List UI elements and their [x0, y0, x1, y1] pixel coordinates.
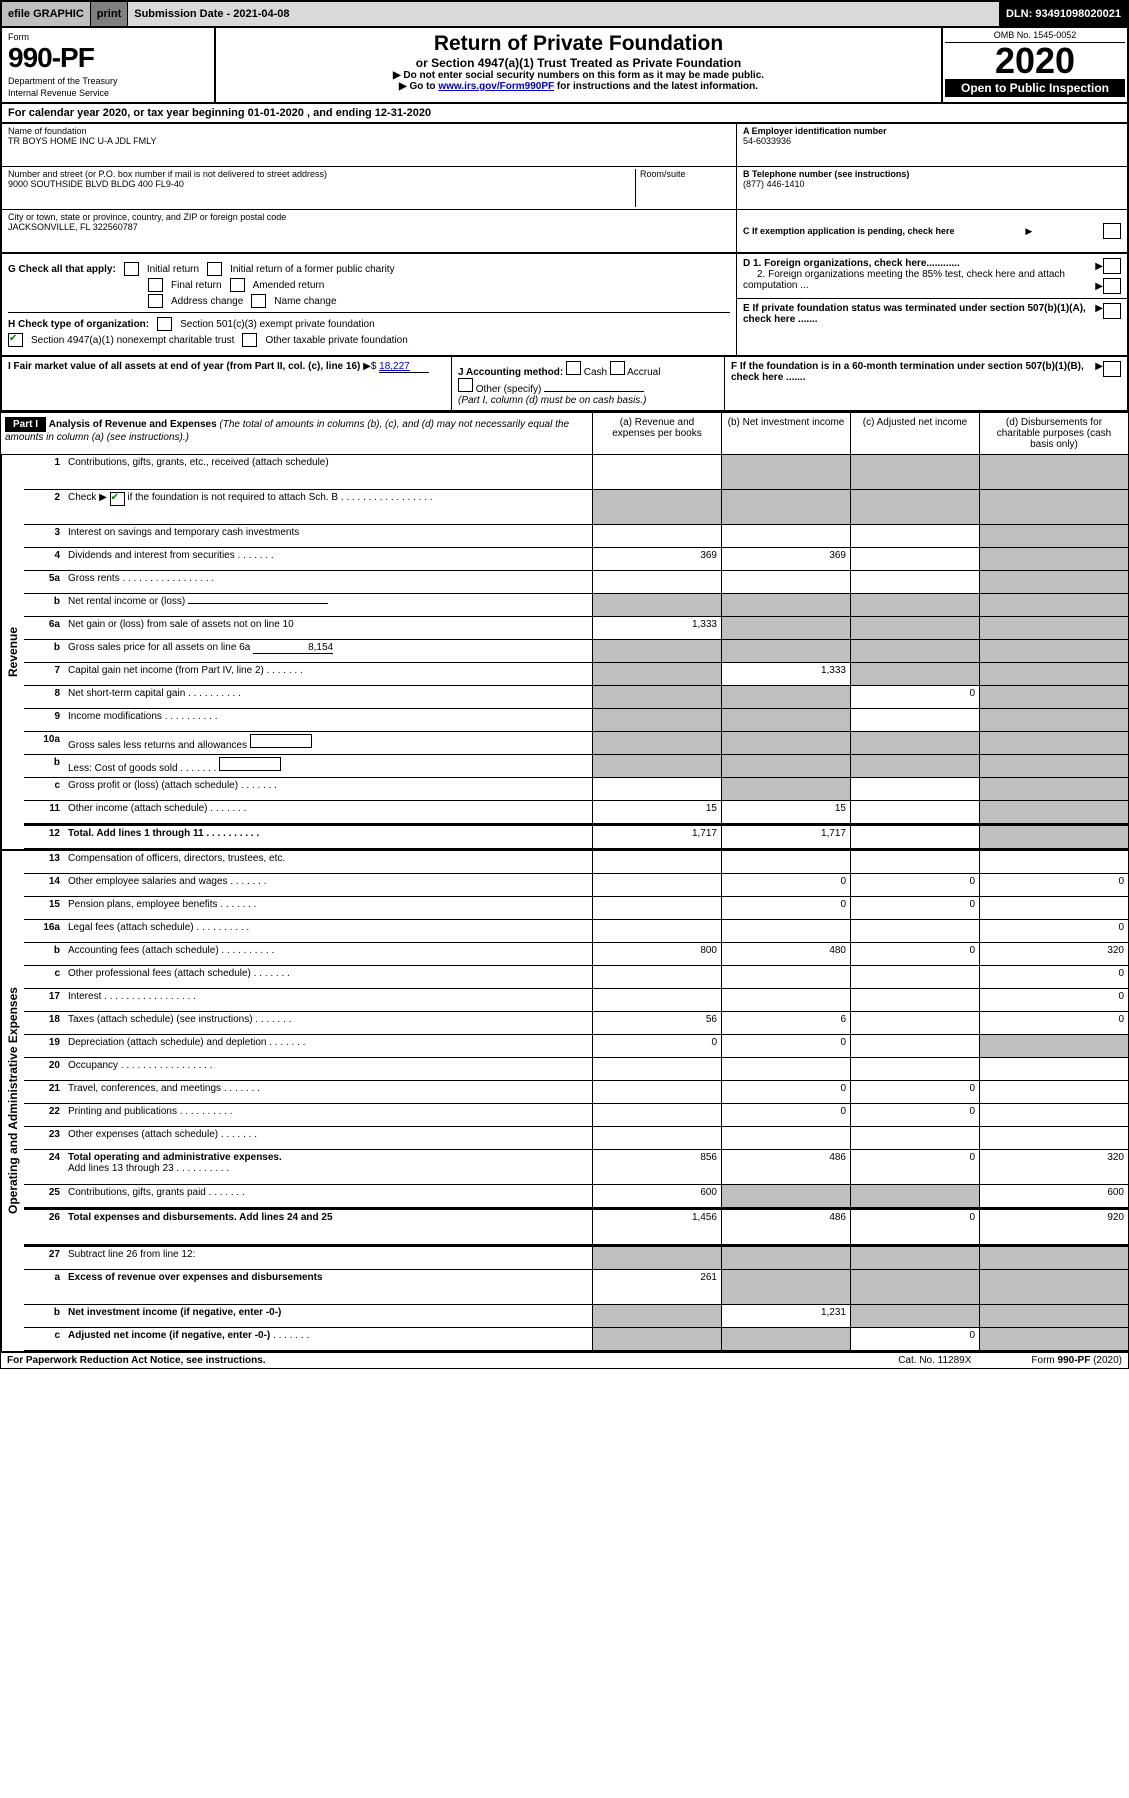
dept-treasury: Department of the Treasury: [8, 76, 208, 86]
form-word: Form: [8, 32, 208, 42]
addr-label: Number and street (or P.O. box number if…: [8, 169, 631, 179]
expenses-section: Operating and Administrative Expenses 13…: [0, 849, 1129, 1351]
initial-return-checkbox[interactable]: [124, 262, 139, 276]
header-left: Form 990-PF Department of the Treasury I…: [2, 28, 216, 102]
part1-badge: Part I: [5, 417, 46, 432]
addr-change-checkbox[interactable]: [148, 294, 163, 308]
form-title: Return of Private Foundation: [220, 32, 937, 56]
expenses-label: Operating and Administrative Expenses: [1, 851, 24, 1351]
cash-checkbox[interactable]: [566, 361, 581, 375]
ijf-row: I Fair market value of all assets at end…: [0, 357, 1129, 412]
cat-no: Cat. No. 11289X: [898, 1355, 971, 1366]
g-label: G Check all that apply:: [8, 264, 116, 275]
pra-notice: For Paperwork Reduction Act Notice, see …: [7, 1355, 266, 1366]
other-method-checkbox[interactable]: [458, 378, 473, 392]
instr-1: ▶ Do not enter social security numbers o…: [220, 70, 937, 81]
form-header: Form 990-PF Department of the Treasury I…: [0, 28, 1129, 104]
header-middle: Return of Private Foundation or Section …: [216, 28, 941, 102]
form-number: 990-PF: [8, 42, 208, 74]
d1-box[interactable]: [1103, 258, 1121, 274]
col-d-header: (d) Disbursements for charitable purpose…: [979, 413, 1128, 454]
h-other-checkbox[interactable]: [242, 333, 257, 347]
calendar-year-line: For calendar year 2020, or tax year begi…: [0, 104, 1129, 124]
schb-checkbox[interactable]: [110, 492, 125, 506]
fmv-value[interactable]: 18,227: [379, 361, 429, 373]
e-box[interactable]: [1103, 303, 1121, 319]
dln-label: DLN: 93491098020021: [1000, 2, 1127, 26]
amended-checkbox[interactable]: [230, 278, 245, 292]
page-footer: For Paperwork Reduction Act Notice, see …: [0, 1351, 1129, 1369]
phone-value: (877) 446-1410: [743, 179, 1121, 189]
open-public-badge: Open to Public Inspection: [945, 79, 1125, 97]
final-return-checkbox[interactable]: [148, 278, 163, 292]
top-bar: efile GRAPHIC print Submission Date - 20…: [0, 0, 1129, 28]
phone-label: B Telephone number (see instructions): [743, 169, 1121, 179]
c-checkbox[interactable]: [1103, 223, 1121, 239]
foundation-name: TR BOYS HOME INC U-A JDL FMLY: [8, 136, 730, 146]
d1-label: D 1. Foreign organizations, check here..…: [743, 258, 960, 269]
instr-2: ▶ Go to www.irs.gov/Form990PF for instru…: [220, 81, 937, 92]
h-4947-checkbox[interactable]: [8, 333, 23, 347]
tax-year: 2020: [945, 43, 1125, 79]
header-right: OMB No. 1545-0052 2020 Open to Public In…: [941, 28, 1127, 102]
accrual-checkbox[interactable]: [610, 361, 625, 375]
initial-pub-checkbox[interactable]: [207, 262, 222, 276]
form-subtitle: or Section 4947(a)(1) Trust Treated as P…: [220, 56, 937, 70]
h-501-checkbox[interactable]: [157, 317, 172, 331]
i-block: I Fair market value of all assets at end…: [2, 357, 452, 410]
dept-irs: Internal Revenue Service: [8, 88, 208, 98]
d2-box[interactable]: [1103, 278, 1121, 294]
checks-left: G Check all that apply: Initial return I…: [2, 254, 736, 355]
name-change-checkbox[interactable]: [251, 294, 266, 308]
col-c-header: (c) Adjusted net income: [850, 413, 979, 454]
j-block: J Accounting method: Cash Accrual Other …: [452, 357, 725, 410]
col-b-header: (b) Net investment income: [721, 413, 850, 454]
d2-label: 2. Foreign organizations meeting the 85%…: [743, 269, 1065, 291]
checks-right: D 1. Foreign organizations, check here..…: [736, 254, 1127, 355]
part1-title: Analysis of Revenue and Expenses: [49, 419, 217, 430]
name-label: Name of foundation: [8, 126, 730, 136]
revenue-label: Revenue: [1, 455, 24, 849]
submission-date: Submission Date - 2021-04-08: [128, 2, 1000, 26]
form-ref: Form 990-PF (2020): [1031, 1355, 1122, 1366]
h-label: H Check type of organization:: [8, 319, 149, 330]
checks-section: G Check all that apply: Initial return I…: [0, 254, 1129, 357]
foundation-info: Name of foundation TR BOYS HOME INC U-A …: [0, 124, 1129, 254]
e-label: E If private foundation status was termi…: [743, 303, 1095, 325]
irs-link[interactable]: www.irs.gov/Form990PF: [438, 81, 554, 92]
city-value: JACKSONVILLE, FL 322560787: [8, 222, 730, 232]
room-label: Room/suite: [640, 169, 730, 179]
f-box[interactable]: [1103, 361, 1121, 377]
ein-label: A Employer identification number: [743, 126, 1121, 136]
ein-value: 54-6033936: [743, 136, 1121, 146]
city-label: City or town, state or province, country…: [8, 212, 730, 222]
col-a-header: (a) Revenue and expenses per books: [592, 413, 721, 454]
print-label[interactable]: print: [91, 2, 128, 26]
f-block: F If the foundation is in a 60-month ter…: [725, 357, 1127, 410]
info-right: A Employer identification number 54-6033…: [736, 124, 1127, 252]
efile-label: efile GRAPHIC: [2, 2, 91, 26]
info-left: Name of foundation TR BOYS HOME INC U-A …: [2, 124, 736, 252]
c-label: C If exemption application is pending, c…: [743, 226, 955, 236]
revenue-section: Revenue 1Contributions, gifts, grants, e…: [0, 455, 1129, 849]
part1-header-row: Part I Analysis of Revenue and Expenses …: [0, 412, 1129, 455]
address: 9000 SOUTHSIDE BLVD BLDG 400 FL9-40: [8, 179, 631, 189]
